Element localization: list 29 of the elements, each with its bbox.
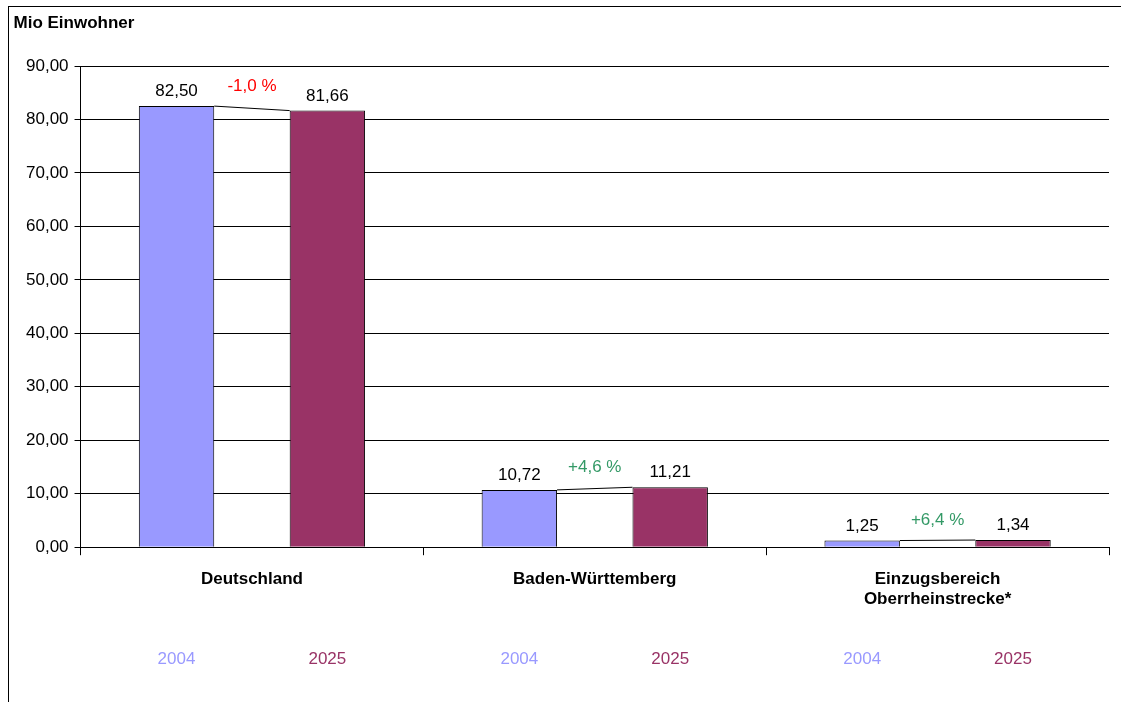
- annotation: -1,0 %: [227, 75, 277, 95]
- y-tick-label: 90,00: [25, 55, 69, 75]
- annotation: +6,4 %: [910, 509, 965, 529]
- y-tick-label: 70,00: [25, 162, 69, 182]
- annotation: +4,6 %: [568, 456, 622, 476]
- data-label: 1,34: [996, 515, 1030, 535]
- y-axis-title: Mio Einwohner: [13, 12, 135, 32]
- data-label: 1,25: [845, 515, 879, 535]
- data-label: 10,72: [498, 465, 541, 485]
- x-tick-label: Deutschland: [200, 569, 303, 589]
- text: 2004: [157, 648, 196, 668]
- y-tick-label: 10,00: [25, 483, 69, 503]
- x-tick-label: Einzugsbereich Oberrheinstrecke*: [863, 569, 1012, 609]
- data-label: 11,21: [649, 462, 691, 482]
- text: 2004: [500, 648, 539, 668]
- y-tick-label: 60,00: [25, 216, 69, 236]
- y-tick-label: 50,00: [25, 269, 69, 289]
- y-tick-label: 40,00: [25, 323, 69, 343]
- y-tick-label: 0,00: [35, 536, 69, 556]
- data-label: 82,50: [155, 81, 198, 101]
- data-label: 81,66: [306, 85, 349, 105]
- text: 2025: [651, 648, 690, 668]
- x-tick-label: Baden-Württemberg: [513, 569, 677, 589]
- text: 2004: [843, 648, 882, 668]
- text: 2025: [994, 648, 1032, 668]
- y-tick-label: 20,00: [25, 429, 69, 449]
- y-tick-label: 80,00: [25, 109, 69, 129]
- text: 2025: [308, 648, 347, 668]
- y-tick-label: 30,00: [25, 376, 69, 396]
